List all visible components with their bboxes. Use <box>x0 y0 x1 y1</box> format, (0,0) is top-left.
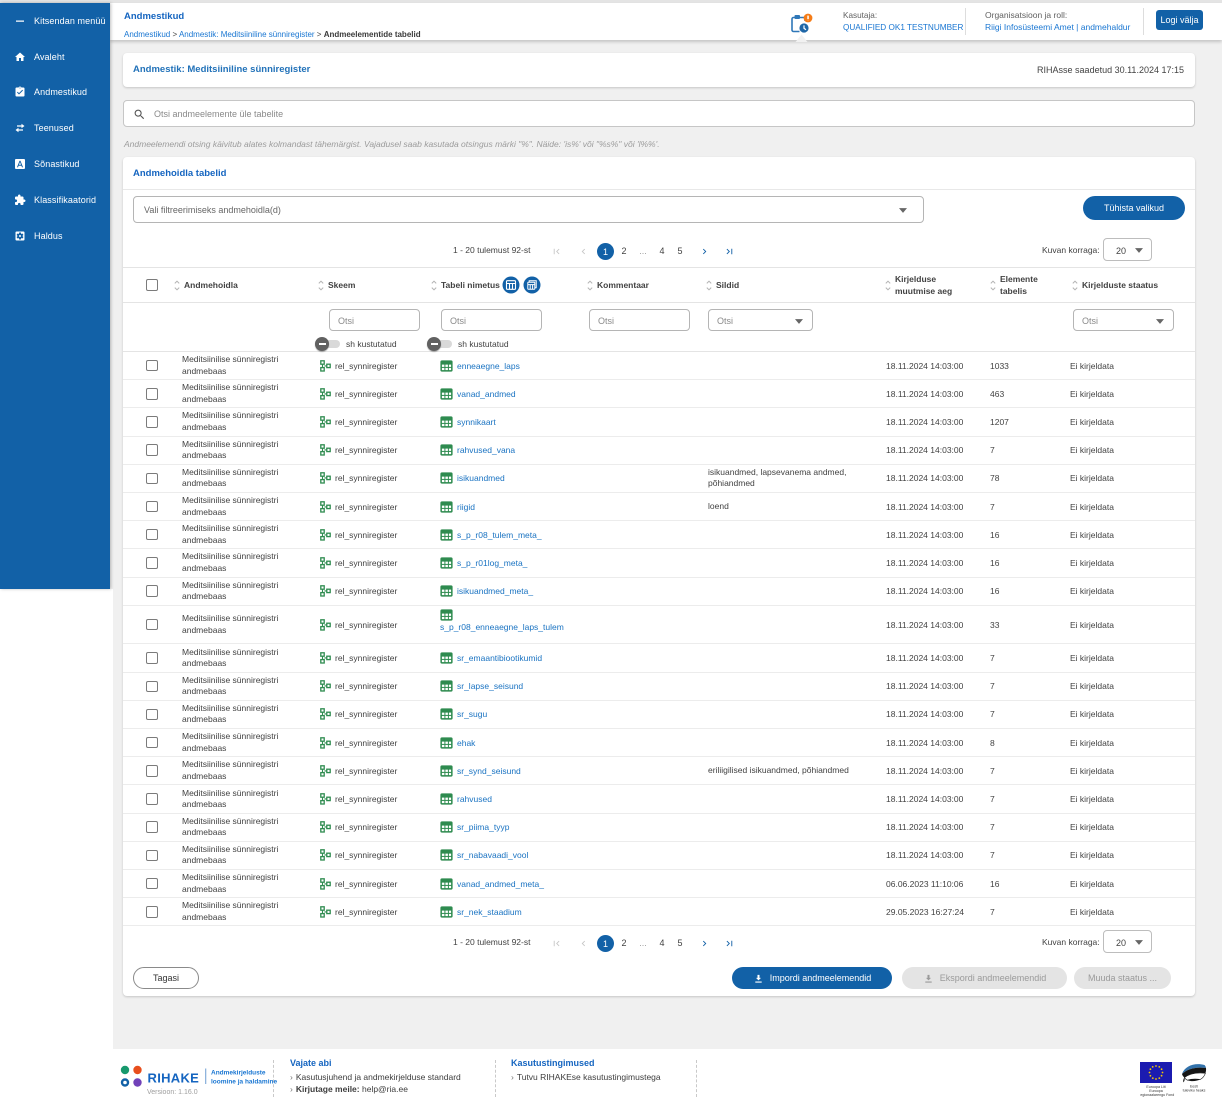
svg-text:Andmekirjelduste: Andmekirjelduste <box>211 1070 266 1077</box>
svg-text:Euroopa: Euroopa <box>1149 1089 1163 1093</box>
svg-text:Regionaalarengu Fond: Regionaalarengu Fond <box>1140 1093 1174 1097</box>
svg-text:RIHAKE: RIHAKE <box>148 1071 200 1086</box>
svg-text:tuleviku heaks: tuleviku heaks <box>1183 1089 1206 1093</box>
svg-text:Eesti: Eesti <box>1190 1085 1198 1089</box>
svg-text:loomine ja haldamine: loomine ja haldamine <box>211 1079 277 1086</box>
svg-text:Euroopa Liit: Euroopa Liit <box>1146 1085 1165 1089</box>
